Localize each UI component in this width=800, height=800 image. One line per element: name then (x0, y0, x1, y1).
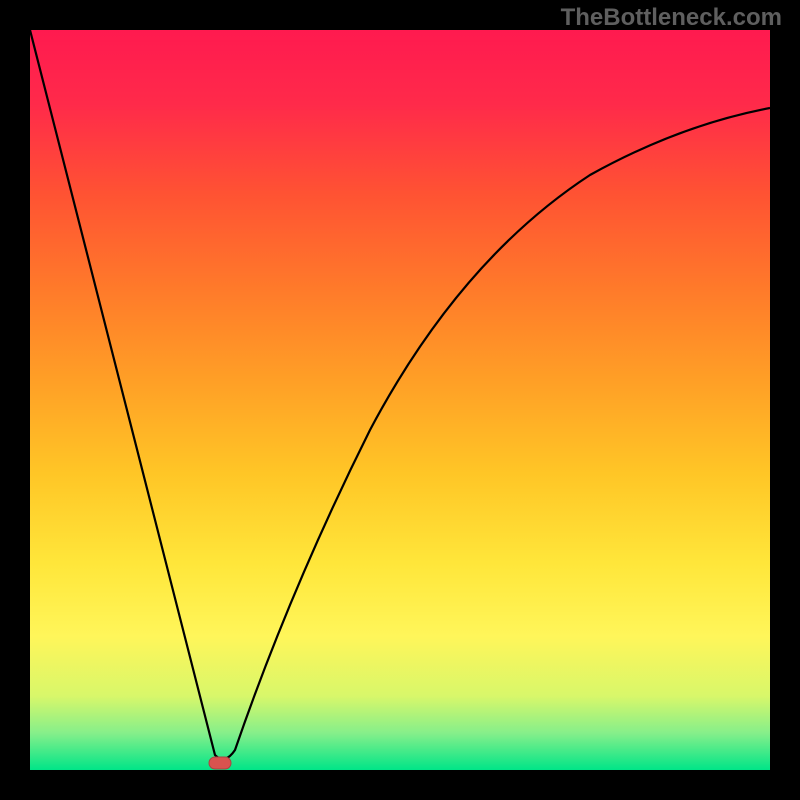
optimum-marker (209, 757, 231, 769)
watermark-text: TheBottleneck.com (561, 4, 782, 32)
chart-frame: TheBottleneck.com (0, 0, 800, 800)
bottleneck-plot (30, 30, 770, 770)
